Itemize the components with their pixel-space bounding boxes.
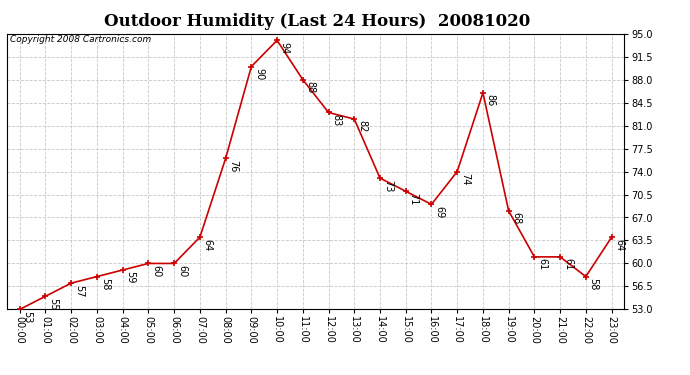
Text: 58: 58 (589, 278, 599, 290)
Text: 83: 83 (331, 114, 342, 126)
Text: 55: 55 (48, 298, 58, 310)
Text: 58: 58 (100, 278, 110, 290)
Text: Outdoor Humidity (Last 24 Hours)  20081020: Outdoor Humidity (Last 24 Hours) 2008102… (104, 13, 531, 30)
Text: 69: 69 (434, 206, 444, 218)
Text: 71: 71 (408, 193, 419, 205)
Text: 74: 74 (460, 173, 470, 185)
Text: 76: 76 (228, 160, 238, 172)
Text: 60: 60 (151, 265, 161, 277)
Text: 61: 61 (538, 258, 547, 270)
Text: 82: 82 (357, 120, 367, 133)
Text: 64: 64 (614, 238, 624, 251)
Text: 59: 59 (126, 272, 135, 284)
Text: 60: 60 (177, 265, 187, 277)
Text: 88: 88 (306, 81, 315, 93)
Text: Copyright 2008 Cartronics.com: Copyright 2008 Cartronics.com (10, 35, 151, 44)
Text: 73: 73 (383, 180, 393, 192)
Text: 90: 90 (254, 68, 264, 80)
Text: 86: 86 (486, 94, 495, 106)
Text: 64: 64 (203, 238, 213, 251)
Text: 61: 61 (563, 258, 573, 270)
Text: 94: 94 (280, 42, 290, 54)
Text: 68: 68 (511, 212, 522, 225)
Text: 57: 57 (74, 285, 84, 297)
Text: 53: 53 (23, 311, 32, 323)
